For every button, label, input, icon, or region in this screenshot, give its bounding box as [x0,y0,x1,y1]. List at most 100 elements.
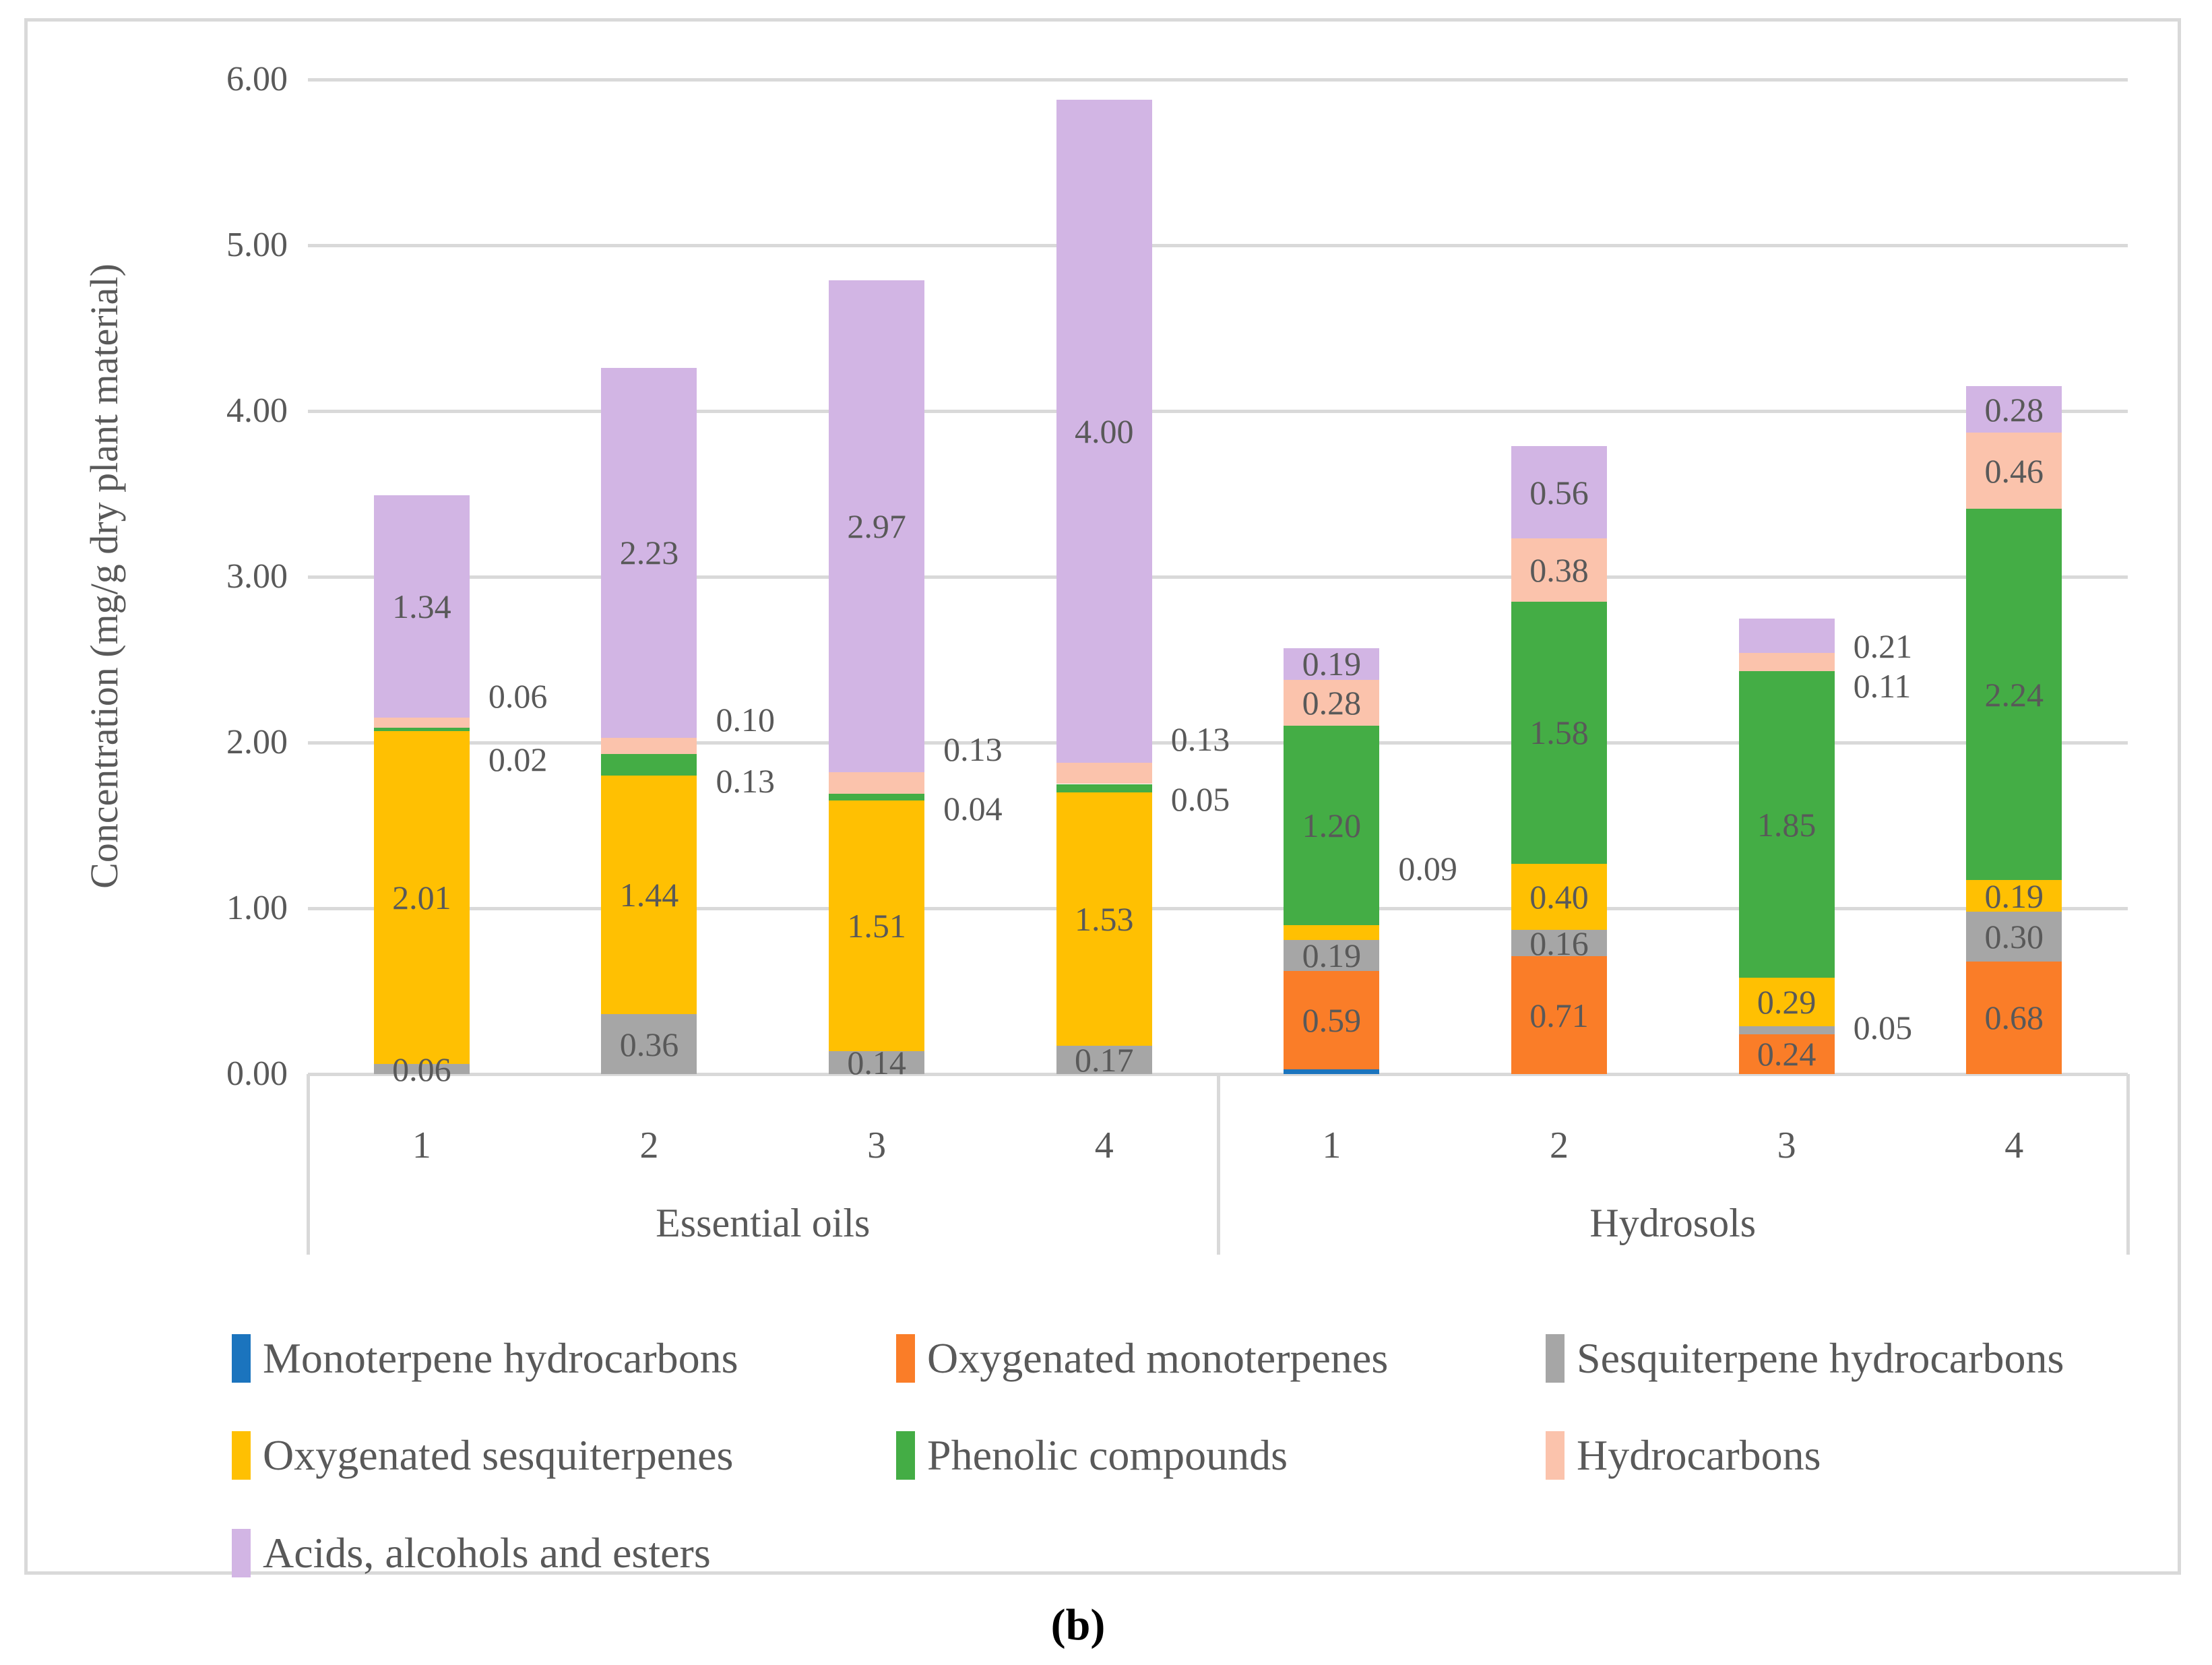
bar-segment [1056,1046,1152,1074]
data-label: 1.44 [619,876,679,914]
bar-segment [601,776,697,1015]
gridline [308,78,2128,82]
bar-segment [1284,1069,1380,1074]
data-label: 0.14 [847,1043,906,1081]
bar-segment [1966,961,2062,1074]
data-label: 0.68 [1984,999,2044,1037]
y-tick-label: 5.00 [226,226,288,264]
data-label: 2.24 [1984,675,2044,714]
bar-segment [1511,445,1607,539]
data-label: 0.13 [716,761,775,800]
data-label: 1.34 [392,588,451,626]
bar-segment [601,737,697,755]
data-label: 1.58 [1529,714,1589,752]
legend-item: Hydrocarbons [1546,1431,1821,1480]
legend-label: Hydrocarbons [1577,1431,1821,1479]
bar-segment [1738,618,1835,654]
data-label: 0.17 [1074,1041,1134,1079]
bar-segment [373,1064,470,1074]
legend-item: Oxygenated monoterpenes [896,1334,1388,1383]
bar-segment [373,495,470,718]
data-label: 0.06 [488,677,548,716]
bar-segment [1738,653,1835,672]
bar-segment [1738,1026,1835,1034]
data-label: 0.19 [1302,937,1362,975]
x-tick-label: 1 [1322,1125,1341,1166]
bar-segment [1284,648,1380,680]
legend-swatch [1546,1431,1565,1480]
data-label: 0.38 [1529,551,1589,590]
data-label: 1.51 [847,906,906,945]
bar-segment [1056,784,1152,792]
data-label: 1.85 [1757,805,1816,844]
x-tick-label: 4 [2004,1125,2024,1166]
bar-segment [1284,679,1380,726]
bar-segment [1511,601,1607,864]
data-label: 0.30 [1984,917,2044,955]
bar-segment [1966,509,2062,881]
legend-item: Oxygenated sesquiterpenes [232,1431,733,1480]
bar-segment [1511,956,1607,1074]
data-label: 0.21 [1853,627,1913,666]
gridline [308,575,2128,579]
x-tick-label: 1 [412,1125,431,1166]
data-label: 0.36 [619,1025,679,1063]
data-label: 1.20 [1302,807,1362,844]
y-tick-label: 2.00 [226,723,288,761]
bar-segment [829,772,925,794]
data-label: 0.28 [1984,390,2044,429]
legend-label: Phenolic compounds [927,1431,1288,1479]
bar-segment [1966,880,2062,912]
bar-segment [373,730,470,1065]
data-label: 0.13 [1170,720,1230,759]
data-label: 0.71 [1529,996,1589,1034]
group-label: Essential oils [656,1201,871,1245]
legend-swatch [896,1334,915,1383]
data-label: 0.05 [1170,780,1230,818]
data-label: 2.97 [847,507,906,545]
legend-label: Monoterpene hydrocarbons [263,1334,738,1382]
bar-segment [1056,762,1152,784]
data-label: 0.05 [1853,1009,1913,1047]
legend-item: Phenolic compounds [896,1431,1288,1480]
data-label: 0.40 [1529,877,1589,916]
x-tick-label: 2 [639,1125,659,1166]
bar-segment [1738,978,1835,1026]
legend-swatch [232,1334,251,1383]
bar-segment [601,1014,697,1074]
x-tick-label: 4 [1094,1125,1114,1166]
bar-segment [1056,99,1152,763]
bar-segment [1056,792,1152,1046]
group-label: Hydrosols [1589,1201,1757,1245]
bar-segment [1511,863,1607,930]
legend-label: Oxygenated sesquiterpenes [263,1431,734,1479]
data-label: 0.19 [1302,645,1362,683]
bar-segment [829,280,925,773]
data-label: 0.28 [1302,683,1362,722]
data-label: 0.59 [1302,1001,1362,1040]
data-label: 0.19 [1984,877,2044,915]
data-label: 0.13 [943,730,1003,768]
x-tick-label: 3 [867,1125,887,1166]
data-label: 0.46 [1984,451,2044,490]
bar-segment [1966,432,2062,509]
bar-segment [373,718,470,728]
data-label: 0.56 [1529,473,1589,511]
bar-segment [1284,939,1380,972]
legend-item: Monoterpene hydrocarbons [232,1334,738,1383]
bar-segment [601,754,697,776]
bar-segment [1738,1034,1835,1074]
bar-segment [1966,911,2062,962]
bar-segment [829,1050,925,1074]
legend-label: Sesquiterpene hydrocarbons [1577,1334,2064,1382]
bar-segment [1284,924,1380,940]
y-tick-label: 0.00 [226,1055,288,1093]
legend-item: Acids, alcohols and esters [232,1529,711,1577]
y-tick-label: 4.00 [226,391,288,430]
bar-segment [829,800,925,1051]
y-tick-label: 1.00 [226,889,288,927]
bar-segment [1511,538,1607,602]
data-label: 2.23 [619,534,679,572]
bar-segment [829,794,925,801]
